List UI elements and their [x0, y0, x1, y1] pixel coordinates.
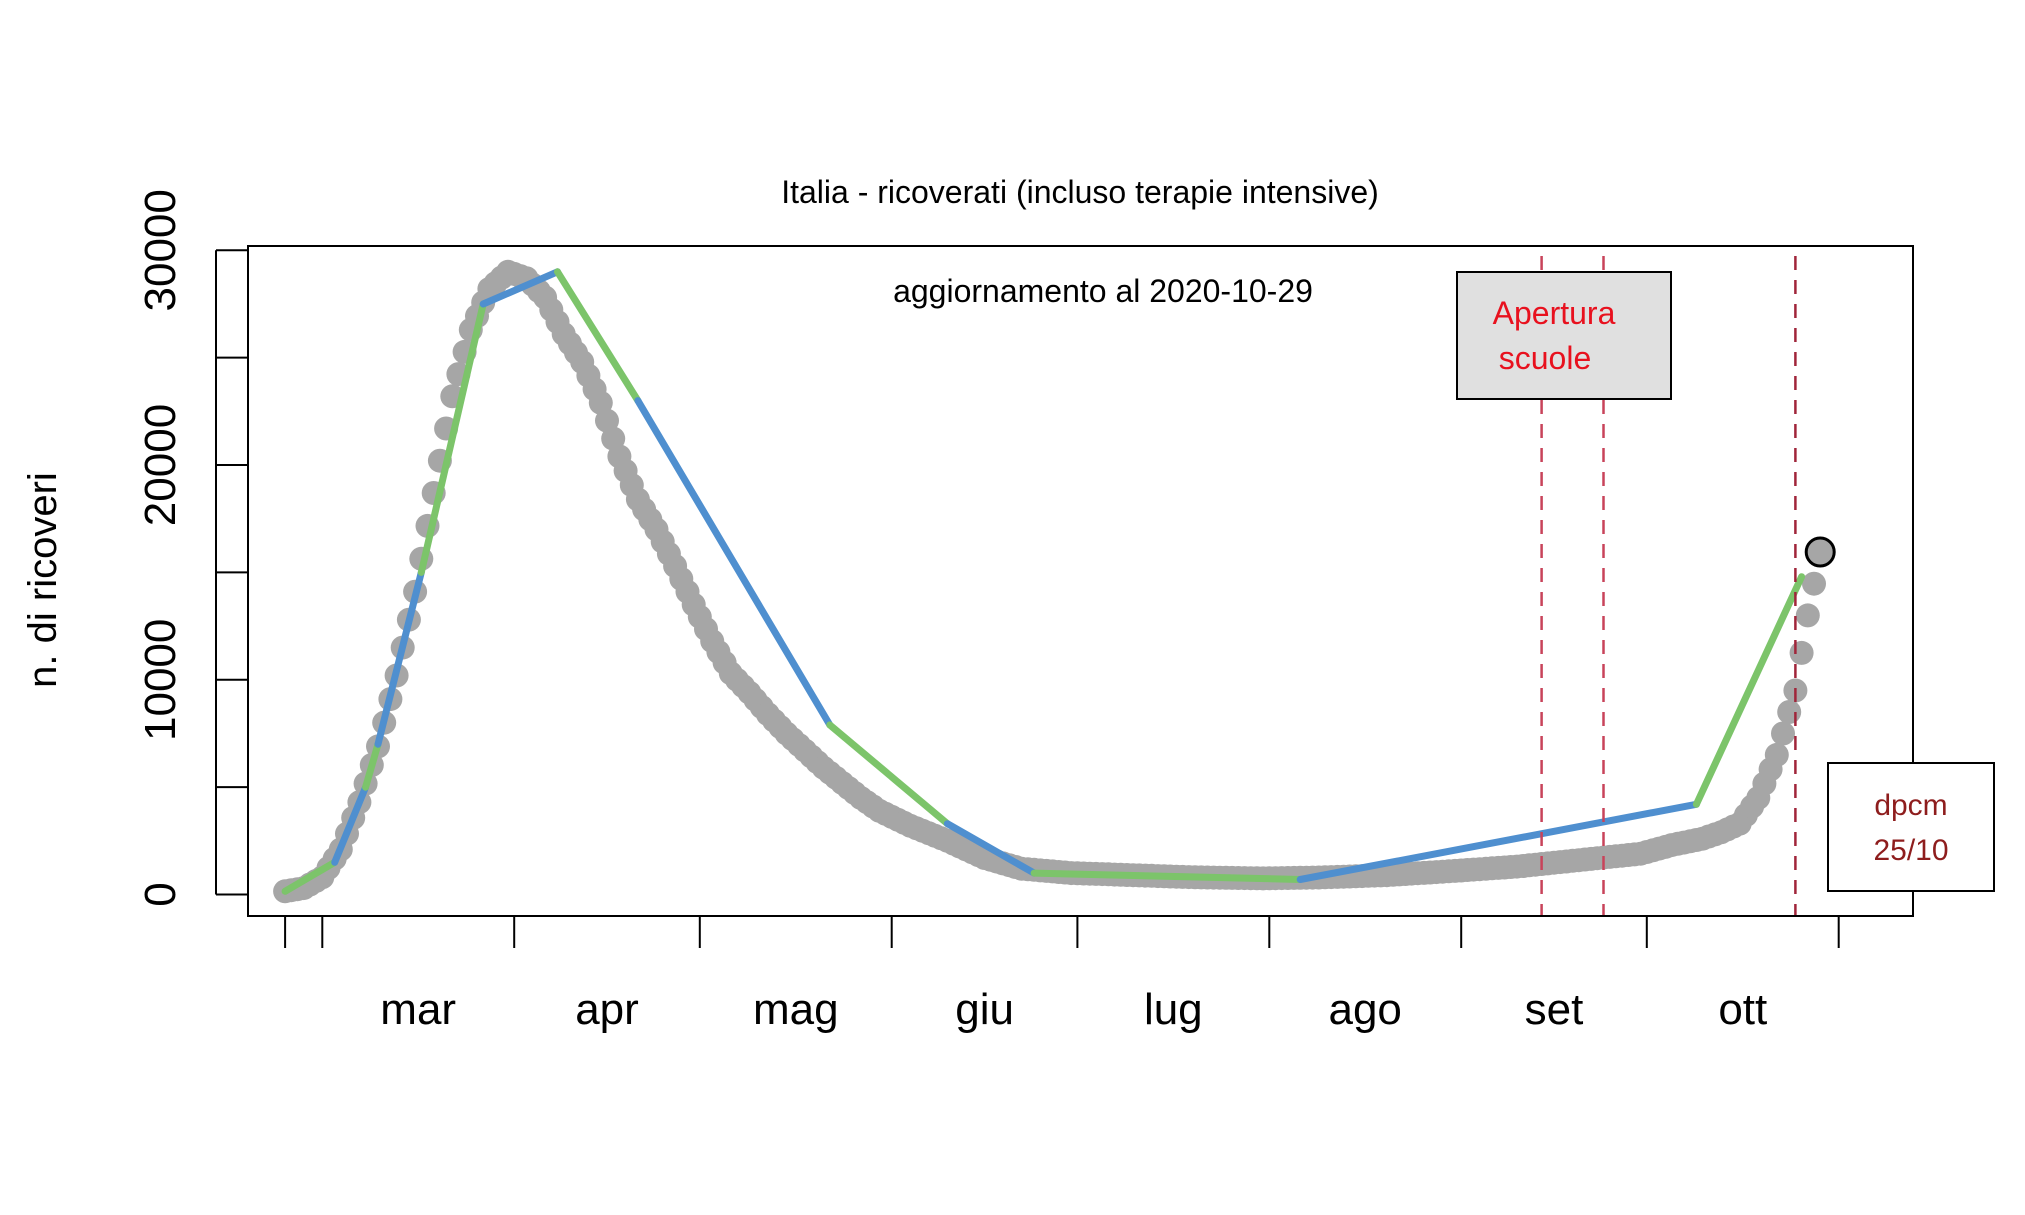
x-tick-label: mar: [380, 985, 456, 1034]
fit-segment: [826, 721, 951, 828]
chart-subtitle: aggiornamento al 2020-10-29: [893, 273, 1313, 309]
x-tick-label: giu: [955, 985, 1014, 1034]
dpcm-annotation: dpcm 25/10: [1827, 762, 1995, 892]
fit-segment: [554, 268, 642, 405]
plot-frame: [247, 245, 1914, 917]
dpcm-annotation-line1: dpcm: [1874, 789, 1947, 822]
x-tick-label: lug: [1144, 985, 1203, 1034]
y-tick-label: 10000: [136, 619, 185, 741]
x-axis: mar apr mag giu lug ago set ott: [284, 916, 1840, 1034]
data-point: [1764, 742, 1789, 767]
fit-segment: [479, 268, 561, 308]
data-point: [1795, 603, 1820, 628]
data-point: [1802, 571, 1826, 596]
dpcm-annotation-line2: 25/10: [1873, 834, 1948, 867]
fit-segment: [362, 740, 382, 791]
y-tick-label: 0: [136, 882, 185, 906]
schools-annotation: Apertura scuole: [1456, 271, 1672, 400]
y-axis: 0 10000 20000 30000: [136, 189, 248, 907]
y-axis-label: n. di ricoveri: [21, 472, 65, 688]
last-data-point: [1804, 536, 1836, 568]
data-point: [1789, 640, 1814, 665]
fit-segment: [1296, 800, 1700, 883]
schools-annotation-box: [1456, 271, 1672, 400]
fit-segment: [331, 783, 370, 866]
fit-segment: [281, 858, 339, 895]
x-tick-label: set: [1525, 985, 1584, 1034]
x-tick-label: ago: [1328, 985, 1401, 1034]
x-tick-label: mag: [753, 985, 839, 1034]
schools-annotation-line1: Apertura: [1493, 295, 1616, 331]
fit-segment: [374, 568, 425, 748]
fit-segment: [943, 820, 1038, 877]
x-tick-label: ott: [1718, 985, 1767, 1034]
data-point: [1771, 721, 1795, 746]
fit-segments: [281, 268, 1836, 895]
dpcm-annotation-box: [1827, 762, 1995, 892]
data-point: [1777, 700, 1802, 724]
y-tick-label: 30000: [136, 189, 185, 311]
chart-title: Italia - ricoverati (incluso terapie int…: [781, 174, 1379, 210]
fit-segment: [1030, 869, 1304, 883]
fit-segment: [1692, 573, 1806, 808]
fit-segment: [417, 300, 487, 576]
y-tick-label: 20000: [136, 404, 185, 526]
schools-annotation-line2: scuole: [1499, 340, 1592, 376]
x-tick-label: apr: [575, 985, 639, 1034]
fit-segment: [634, 397, 834, 729]
